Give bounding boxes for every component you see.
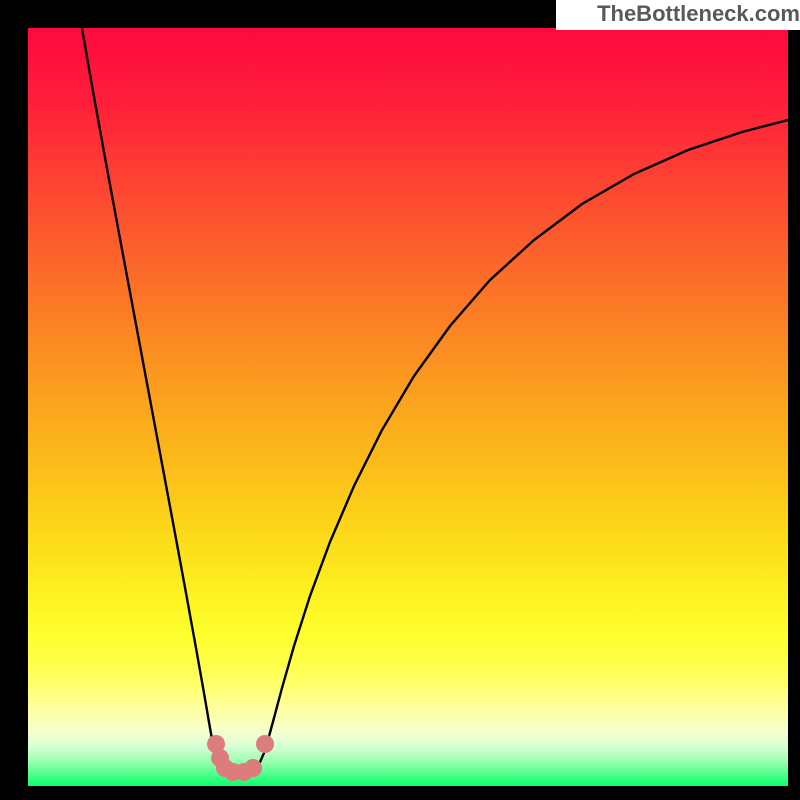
- marker-dot: [244, 759, 262, 777]
- plot-svg: [28, 28, 788, 786]
- plot-area: [28, 28, 788, 786]
- watermark-text: TheBottleneck.com: [597, 1, 800, 26]
- marker-dot: [256, 735, 274, 753]
- gradient-background: [28, 28, 788, 786]
- watermark: TheBottleneck.com: [556, 0, 800, 30]
